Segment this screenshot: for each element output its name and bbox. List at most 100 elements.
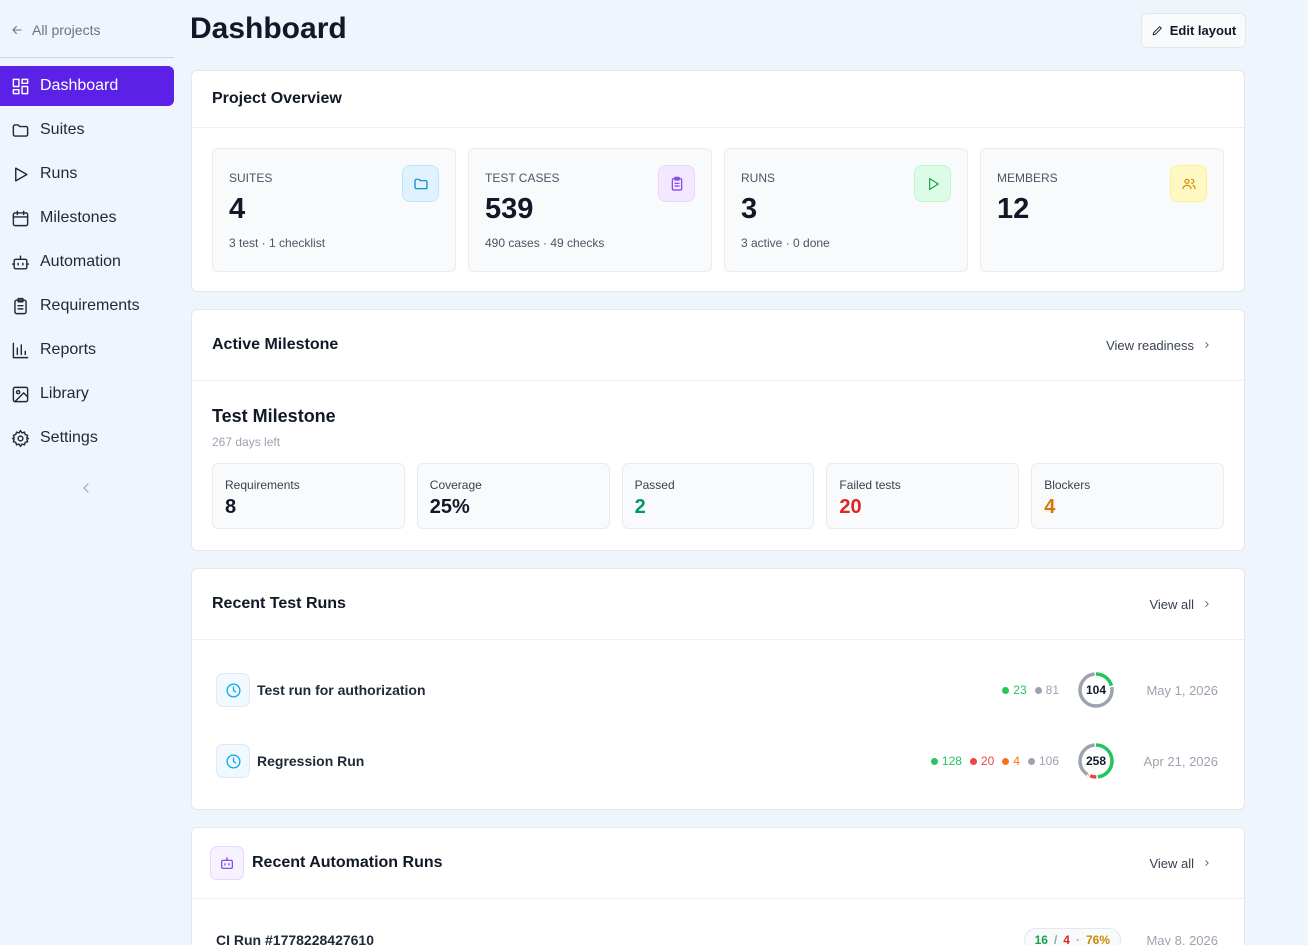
- stat-value: 3: [741, 193, 758, 225]
- nav-item[interactable]: Runs: [0, 154, 174, 194]
- nav-item[interactable]: Settings: [0, 418, 174, 458]
- result-part: 76%: [1085, 933, 1110, 945]
- nav-item[interactable]: Reports: [0, 330, 174, 370]
- button-label: Edit layout: [1169, 23, 1237, 38]
- milestone-days-left: 267 days left: [212, 435, 281, 449]
- donut-chart: [1078, 672, 1114, 708]
- card-header: Recent Test Runs View all: [192, 569, 1244, 640]
- run-icon: [216, 744, 250, 778]
- automation-icon: [210, 846, 244, 880]
- run-name: Regression Run: [257, 753, 365, 769]
- run-name: Test run for authorization: [257, 682, 426, 698]
- edit-layout-button[interactable]: Edit layout: [1141, 13, 1246, 48]
- metric-card: Blockers 4: [1031, 463, 1224, 529]
- back-link[interactable]: All projects: [10, 22, 100, 38]
- stat-label: SUITES: [229, 171, 273, 185]
- nav-item[interactable]: Requirements: [0, 286, 174, 326]
- back-icon: [12, 25, 22, 35]
- status-dot: [969, 757, 977, 765]
- metric-card: Failed tests 20: [826, 463, 1020, 529]
- stat-label: RUNS: [741, 171, 776, 185]
- metrics: Requirements 8 Coverage 25% Passed 2 Failed te…: [192, 449, 1244, 543]
- count: 23: [1002, 683, 1027, 697]
- nav-item[interactable]: Suites: [0, 110, 174, 150]
- metric-card: Passed 2: [621, 463, 815, 529]
- stat-label: TEST CASES: [485, 171, 560, 185]
- metric-card: Requirements 8: [212, 463, 405, 529]
- metric-value: 8: [225, 496, 237, 518]
- stat-value: 539: [485, 193, 534, 225]
- link-text: View all: [1149, 855, 1194, 871]
- stats: SUITES 4 3 test · 1 checklist TEST CASES…: [192, 128, 1244, 292]
- nav-label: Suites: [40, 121, 85, 138]
- nav-label: Dashboard: [40, 77, 119, 94]
- overview-card: Project Overview SUITES 4 3 test · 1 che…: [191, 70, 1245, 292]
- status-dot: [930, 757, 938, 765]
- view-all-link[interactable]: View all: [1149, 856, 1224, 871]
- stat-card: MEMBERS 12: [980, 148, 1224, 272]
- count: 4: [1002, 754, 1020, 768]
- view-readiness-link[interactable]: View readiness: [1106, 338, 1224, 353]
- result-pill: 16 / 4 · 76%: [1023, 928, 1121, 945]
- stat-icon: [658, 165, 695, 202]
- result-part: 4: [1063, 933, 1070, 945]
- stat-value: 4: [229, 193, 246, 225]
- donut: 104: [1077, 671, 1115, 709]
- count-value: 20: [980, 754, 995, 768]
- nav-item[interactable]: Automation: [0, 242, 174, 282]
- metric-label: Requirements: [225, 478, 300, 492]
- automation-name: CI Run #1778228427610: [216, 932, 374, 945]
- view-all-link[interactable]: View all: [1149, 597, 1224, 612]
- card-header: Recent Automation Runs View all: [192, 828, 1244, 899]
- metric-label: Passed: [634, 478, 675, 492]
- count-value: 128: [941, 754, 962, 768]
- donut-segment: [1078, 743, 1114, 779]
- run-counts: 128 20 4 106: [930, 754, 1059, 768]
- stat-card: SUITES 4 3 test · 1 checklist: [212, 148, 456, 272]
- card-header: Project Overview: [192, 71, 1244, 128]
- nav-label: Settings: [40, 429, 98, 446]
- card-title: Recent Automation Runs: [252, 854, 443, 871]
- count-value: 106: [1038, 754, 1059, 768]
- run-row[interactable]: Regression Run 128 20 4 106 258 Apr 21, 2026: [216, 743, 1218, 779]
- status-dot: [1002, 757, 1010, 765]
- result-part: /: [1053, 933, 1058, 945]
- collapse-button[interactable]: [78, 480, 94, 496]
- donut: 258: [1077, 742, 1115, 780]
- link-text: View readiness: [1106, 337, 1194, 353]
- count: 20: [969, 754, 995, 768]
- stat-card: TEST CASES 539 490 cases · 49 checks: [468, 148, 712, 272]
- nav-item[interactable]: Dashboard: [0, 66, 174, 106]
- count-value: 23: [1013, 683, 1027, 697]
- stat-icon: [1170, 165, 1207, 202]
- donut-segment: [1078, 672, 1114, 708]
- page-title: Dashboard: [190, 12, 347, 45]
- automation-card: Recent Automation Runs View all CI Run #…: [191, 827, 1245, 945]
- nav-item[interactable]: Milestones: [0, 198, 174, 238]
- result-part: ·: [1075, 933, 1080, 945]
- run-date: May 1, 2026: [1146, 682, 1218, 698]
- count: 128: [930, 754, 962, 768]
- run-counts: 23 81: [1002, 683, 1059, 697]
- card-title: Recent Test Runs: [212, 595, 346, 612]
- metric-value: 20: [839, 496, 862, 518]
- card-header: Active Milestone View readiness: [192, 310, 1244, 381]
- card-title: Project Overview: [212, 90, 342, 107]
- metric-value: 4: [1044, 496, 1056, 518]
- stat-detail: 3 test · 1 checklist: [229, 236, 326, 250]
- nav-label: Automation: [40, 253, 121, 270]
- metric-label: Failed tests: [839, 478, 901, 492]
- count-value: 81: [1045, 683, 1059, 697]
- status-dot: [1027, 757, 1035, 765]
- recent-runs-card: Recent Test Runs View all Test run for a…: [191, 568, 1245, 810]
- stat-value: 12: [997, 193, 1030, 225]
- run-row[interactable]: Test run for authorization 23 81 104 May 1, …: [216, 672, 1218, 708]
- card-title-group: Recent Automation Runs: [210, 846, 443, 880]
- automation-row[interactable]: CI Run #1778228427610 16 / 4 · 76% May 8, 2026: [216, 922, 1218, 945]
- automation-date: May 8, 2026: [1146, 932, 1218, 945]
- donut-segment: [1078, 743, 1114, 779]
- card-title: Active Milestone: [212, 336, 339, 353]
- nav-item[interactable]: Library: [0, 374, 174, 414]
- metric-card: Coverage 25%: [416, 463, 610, 529]
